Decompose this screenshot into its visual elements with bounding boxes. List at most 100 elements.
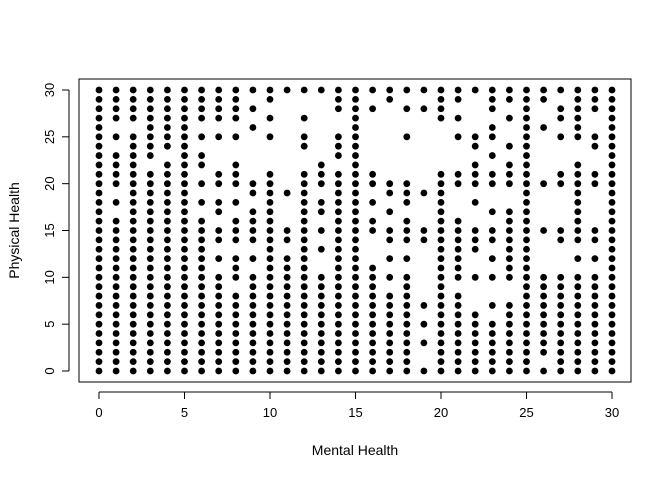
data-point: [369, 302, 376, 309]
data-point: [403, 358, 411, 366]
data-point: [437, 273, 445, 281]
data-point: [335, 358, 342, 366]
data-point: [369, 320, 376, 328]
data-point: [557, 302, 565, 309]
data-point: [181, 124, 188, 131]
data-point: [181, 264, 188, 272]
data-point: [146, 302, 154, 309]
data-point: [164, 283, 171, 291]
x-tick-label: 15: [348, 405, 362, 420]
data-point: [112, 273, 120, 281]
data-point: [437, 217, 445, 225]
data-point: [386, 255, 394, 262]
data-point: [574, 302, 582, 309]
data-point: [266, 170, 274, 178]
data-point: [608, 367, 616, 375]
data-point: [523, 105, 530, 113]
data-point: [454, 217, 462, 225]
data-point: [437, 105, 445, 113]
data-point: [249, 236, 257, 244]
data-point: [266, 227, 274, 234]
data-point: [352, 124, 359, 131]
data-point: [198, 180, 206, 188]
data-point: [574, 348, 582, 356]
data-point: [454, 255, 462, 262]
data-point: [335, 236, 342, 244]
data-point: [335, 170, 342, 178]
data-point: [403, 339, 411, 347]
data-point: [112, 292, 120, 300]
data-point: [215, 330, 223, 337]
data-point: [386, 273, 394, 281]
data-point: [232, 227, 240, 234]
data-point: [95, 161, 103, 169]
data-point: [249, 217, 257, 225]
data-point: [129, 330, 137, 337]
data-point: [523, 152, 530, 159]
data-point: [181, 180, 188, 188]
data-point: [454, 311, 462, 319]
data-point: [506, 114, 513, 122]
data-point: [352, 255, 359, 262]
data-point: [146, 358, 154, 366]
data-point: [164, 320, 171, 328]
data-point: [95, 105, 103, 113]
data-point: [488, 255, 496, 262]
data-point: [198, 217, 206, 225]
data-point: [215, 311, 223, 319]
data-point: [437, 358, 445, 366]
data-point: [352, 95, 359, 103]
data-point: [181, 292, 188, 300]
data-point: [506, 264, 513, 272]
data-point: [403, 292, 411, 300]
data-point: [523, 86, 530, 94]
data-point: [506, 348, 513, 356]
data-point: [403, 302, 411, 309]
data-point: [283, 236, 291, 244]
data-point: [249, 311, 257, 319]
data-point: [232, 199, 240, 206]
data-point: [608, 114, 616, 122]
data-point: [403, 283, 411, 291]
data-point: [181, 199, 188, 206]
data-point: [112, 152, 120, 159]
data-point: [437, 320, 445, 328]
data-point: [129, 236, 137, 244]
data-point: [403, 273, 411, 281]
data-point: [249, 292, 257, 300]
data-point: [112, 114, 120, 122]
data-point: [266, 348, 274, 356]
data-point: [608, 86, 616, 94]
data-point: [506, 273, 513, 281]
data-points: [95, 86, 616, 375]
data-point: [164, 255, 171, 262]
data-point: [266, 255, 274, 262]
data-point: [249, 302, 257, 309]
data-point: [335, 86, 342, 94]
data-point: [488, 339, 496, 347]
data-point: [506, 339, 513, 347]
data-point: [608, 227, 616, 234]
data-point: [249, 255, 257, 262]
data-point: [198, 302, 206, 309]
data-point: [591, 367, 599, 375]
data-point: [386, 292, 394, 300]
data-point: [129, 189, 137, 197]
data-point: [608, 170, 616, 178]
data-point: [488, 105, 496, 113]
y-tick-label: 0: [42, 367, 57, 374]
data-point: [95, 227, 103, 234]
data-point: [95, 264, 103, 272]
data-point: [317, 330, 325, 337]
data-point: [335, 348, 342, 356]
data-point: [608, 105, 616, 113]
data-point: [181, 170, 188, 178]
data-point: [164, 189, 171, 197]
data-point: [181, 348, 188, 356]
data-point: [523, 236, 530, 244]
data-point: [266, 302, 274, 309]
data-point: [129, 283, 137, 291]
data-point: [352, 170, 359, 178]
data-point: [232, 302, 240, 309]
data-point: [454, 170, 462, 178]
